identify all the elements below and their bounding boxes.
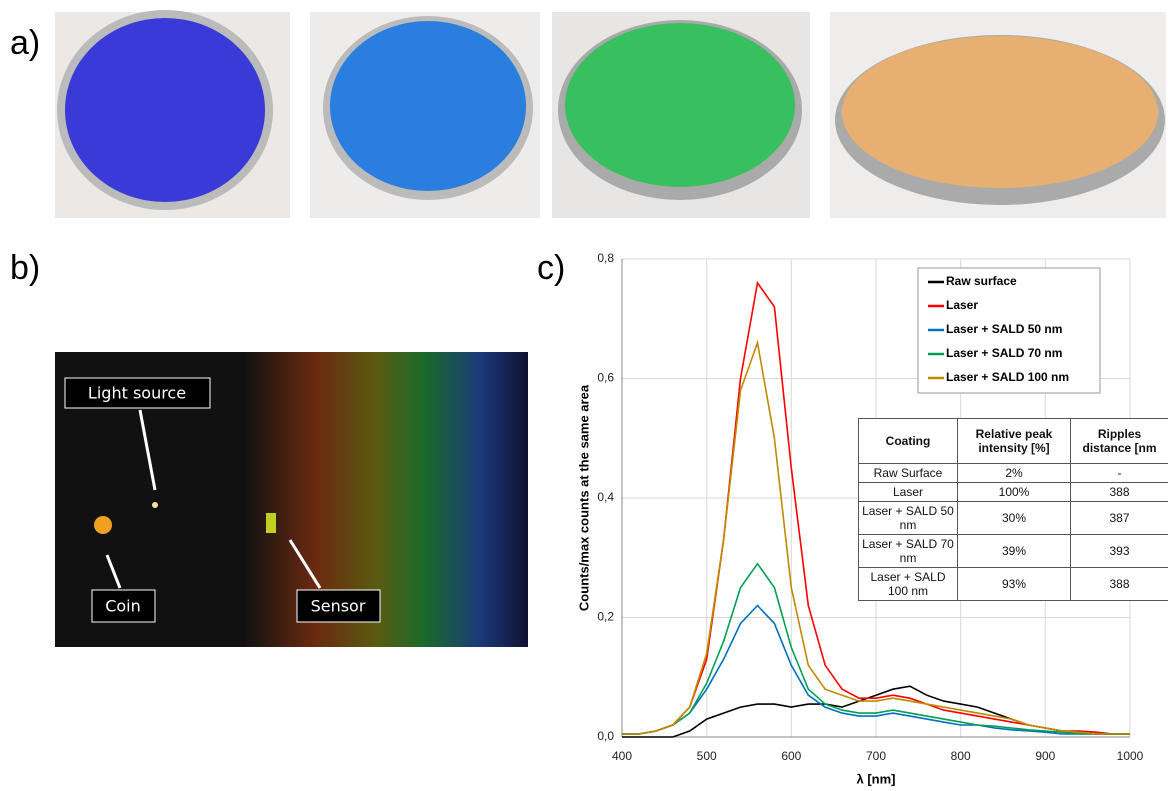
x-tick-label: 600 [781, 749, 801, 763]
legend [917, 267, 1101, 394]
series-line [622, 604, 1130, 735]
table-cell: 393 [1070, 534, 1168, 568]
x-tick-label: 400 [612, 749, 632, 763]
table-cell: Coating [858, 418, 958, 464]
legend-label: Raw surface [946, 274, 1017, 288]
table-cell: 30% [957, 501, 1071, 535]
legend-label: Laser + SALD 70 nm [946, 346, 1062, 360]
table-cell: Ripples distance [nm [1070, 418, 1168, 464]
x-axis-label: λ [nm] [857, 771, 896, 786]
summary-table: Coating Relative peak intensity [%] Ripple… [858, 418, 1168, 601]
x-tick-label: 700 [866, 749, 886, 763]
table-cell: Relative peak intensity [%] [957, 418, 1071, 464]
table-row: Laser + SALD 50 nm 30% 387 [858, 501, 1168, 535]
panel-label: b) [10, 249, 40, 287]
legend-label: Laser [946, 298, 978, 312]
series-line [622, 339, 1130, 735]
photo-label: Light source [88, 384, 186, 403]
table-cell: Laser + SALD 100 nm [858, 567, 958, 601]
chart: Counts/max counts at the same area λ [nm… [576, 251, 1143, 786]
table-cell: 387 [1070, 501, 1168, 535]
table-cell: - [1070, 463, 1168, 483]
table-cell: 93% [957, 567, 1071, 601]
x-tick-label: 500 [697, 749, 717, 763]
table-cell: 100% [957, 482, 1071, 502]
y-tick-label: 0,6 [597, 371, 614, 385]
panel-label: a) [10, 24, 40, 62]
table-row: Laser 100% 388 [858, 482, 1168, 502]
x-tick-label: 800 [951, 749, 971, 763]
table-cell: 39% [957, 534, 1071, 568]
coin-photos [55, 10, 1166, 218]
table-row: Raw Surface 2% - [858, 463, 1168, 483]
photo-label: Coin [105, 597, 141, 616]
table-cell: 388 [1070, 567, 1168, 601]
table-row: Laser + SALD 100 nm 93% 388 [858, 567, 1168, 601]
table-cell: Laser + SALD 50 nm [858, 501, 958, 535]
setup-photo: Light source Coin Sensor [55, 352, 528, 647]
y-tick-label: 0,8 [597, 251, 614, 265]
x-tick-label: 1000 [1117, 749, 1144, 763]
y-tick-label: 0,0 [597, 729, 614, 743]
table-cell: Raw Surface [858, 463, 958, 483]
y-tick-label: 0,2 [597, 610, 614, 624]
table-cell: Laser [858, 482, 958, 502]
table-row: Coating Relative peak intensity [%] Ripple… [858, 418, 1168, 464]
table-cell: 388 [1070, 482, 1168, 502]
table-cell: Laser + SALD 70 nm [858, 534, 958, 568]
photo-label: Sensor [311, 597, 366, 616]
series-line [622, 562, 1130, 735]
panel-label: c) [537, 249, 565, 287]
y-axis-label: Counts/max counts at the same area [576, 384, 591, 611]
table-cell: 2% [957, 463, 1071, 483]
legend-label: Laser + SALD 100 nm [946, 370, 1069, 384]
legend-label: Laser + SALD 50 nm [946, 322, 1062, 336]
y-tick-label: 0,4 [597, 490, 614, 504]
x-tick-label: 900 [1035, 749, 1055, 763]
table-row: Laser + SALD 70 nm 39% 393 [858, 534, 1168, 568]
